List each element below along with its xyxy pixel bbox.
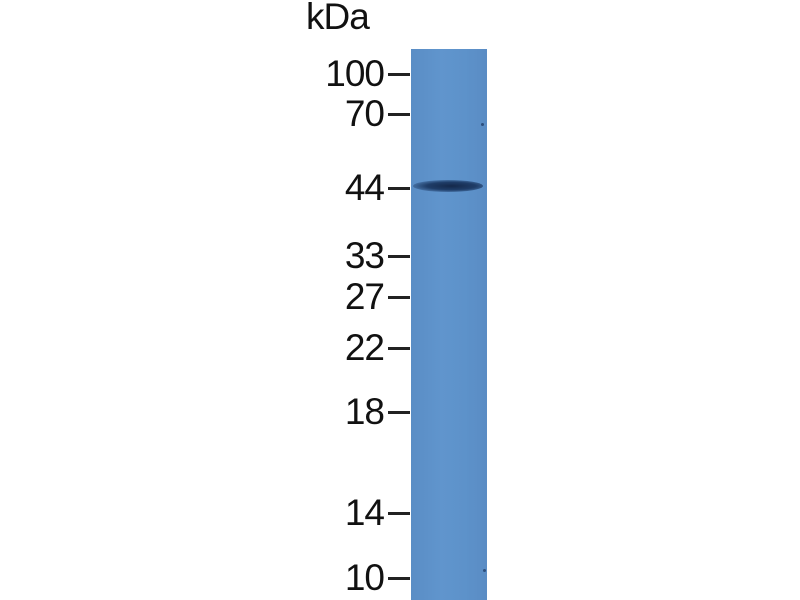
marker-tick [388,187,410,190]
marker-label: 70 [344,93,385,134]
marker-tick [388,113,410,116]
marker-22: 22 [280,328,410,368]
marker-18: 18 [280,392,410,432]
gel-lane [411,49,487,600]
marker-27: 27 [280,277,410,317]
marker-tick [388,255,410,258]
marker-33: 33 [280,236,410,276]
marker-label: 10 [344,557,385,598]
marker-44: 44 [280,168,410,208]
marker-label: 33 [344,235,385,276]
speck [481,123,484,126]
marker-14: 14 [280,493,410,533]
marker-label: 14 [344,492,385,533]
marker-tick [388,577,410,580]
band-44kda [413,180,483,192]
marker-100: 100 [280,54,410,94]
marker-label: 22 [344,327,385,368]
marker-tick [388,411,410,414]
marker-tick [388,347,410,350]
marker-label: 18 [344,391,385,432]
marker-tick [388,296,410,299]
marker-label: 44 [344,167,385,208]
marker-70: 70 [280,94,410,134]
unit-label: kDa [306,0,370,37]
marker-tick [388,512,410,515]
speck [483,569,486,572]
marker-label: 100 [325,53,385,94]
marker-10: 10 [280,558,410,598]
marker-tick [388,73,410,76]
marker-label: 27 [344,276,385,317]
